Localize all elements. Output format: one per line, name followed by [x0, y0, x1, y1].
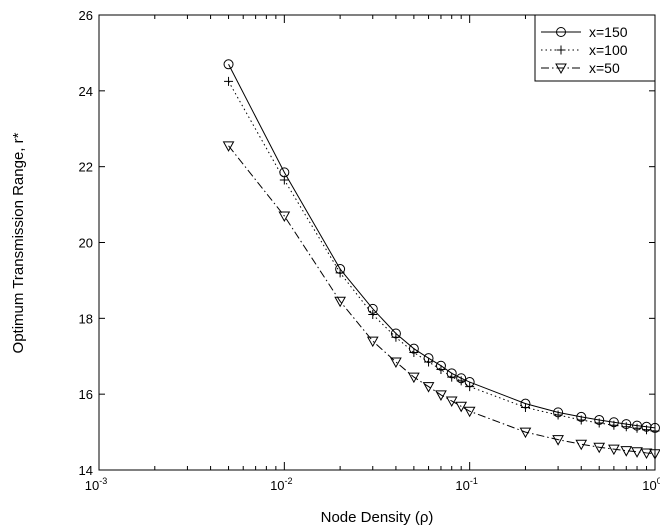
data-point [335, 268, 345, 278]
x-tick-label: 10-1 [455, 476, 477, 493]
plot-frame [98, 14, 656, 471]
data-point [519, 427, 532, 439]
data-point [465, 382, 475, 392]
x-tick-label: 10-3 [85, 476, 107, 493]
x-axis-label: Node Density (ρ) [321, 509, 434, 526]
legend-label: x=100 [589, 42, 628, 58]
data-point [620, 446, 633, 457]
legend-entry: x=150 [541, 24, 628, 40]
data-point [642, 425, 652, 435]
data-point [435, 390, 447, 401]
data-point [593, 442, 606, 454]
legend-box [534, 14, 656, 82]
data-point [279, 175, 289, 185]
data-point [640, 448, 653, 459]
legend-label: x=150 [589, 24, 628, 40]
data-point [445, 396, 458, 408]
data-point [575, 439, 588, 451]
data-point [222, 141, 235, 152]
legend: x=150 x=100 x=50 [534, 14, 656, 82]
y-tick-label: 26 [79, 8, 93, 23]
data-point [390, 357, 402, 368]
series-layer [222, 59, 660, 460]
data-point [463, 406, 476, 418]
data-point [447, 372, 457, 382]
data-point [455, 401, 468, 413]
y-tick-label: 14 [79, 463, 93, 478]
data-point [649, 449, 660, 460]
data-point [553, 410, 563, 420]
data-point [368, 310, 378, 320]
data-point [334, 296, 346, 308]
data-point [224, 76, 234, 86]
data-point [576, 415, 586, 425]
data-point [594, 418, 604, 428]
data-point [552, 435, 564, 446]
x-tick-label: 100 [642, 476, 660, 493]
data-point [408, 372, 420, 384]
data-point [609, 420, 619, 430]
y-tick-label: 16 [79, 387, 93, 402]
data-point [278, 211, 291, 222]
data-point [436, 365, 446, 375]
data-point [456, 376, 466, 386]
y-tick-label: 20 [79, 236, 93, 251]
legend-marker [555, 63, 567, 75]
series-x=50 [222, 141, 660, 460]
data-point [366, 336, 379, 348]
legend-marker [556, 45, 566, 55]
y-tick-label: 22 [79, 160, 93, 175]
data-point [632, 423, 642, 433]
data-point [520, 402, 530, 412]
legend-label: x=50 [589, 60, 620, 76]
tick-layer: 14 16 18 20 22 24 26 10-3 10-2 10-1 100 [79, 8, 660, 493]
data-point [621, 422, 631, 432]
series-line [228, 81, 656, 432]
series-x=150 [223, 59, 660, 433]
series-x=100 [224, 76, 660, 436]
legend-marker [556, 27, 566, 37]
data-point [391, 332, 401, 342]
data-point [424, 357, 434, 367]
plot-area [98, 14, 656, 471]
data-point [223, 59, 234, 70]
legend-entries: x=150 x=100 x=50 [541, 24, 628, 76]
legend-entry: x=100 [541, 42, 628, 58]
y-axis-label: Optimum Transmission Range, r* [10, 132, 27, 353]
data-point [631, 447, 643, 458]
series-line [228, 64, 656, 429]
data-point [422, 382, 435, 393]
y-tick-label: 18 [79, 311, 93, 326]
data-point [608, 444, 620, 456]
x-tick-label: 10-2 [270, 476, 292, 493]
y-tick-label: 24 [79, 84, 93, 99]
series-line [228, 145, 656, 455]
data-point [650, 426, 660, 436]
data-point [409, 347, 419, 357]
legend-entry: x=50 [541, 60, 620, 76]
